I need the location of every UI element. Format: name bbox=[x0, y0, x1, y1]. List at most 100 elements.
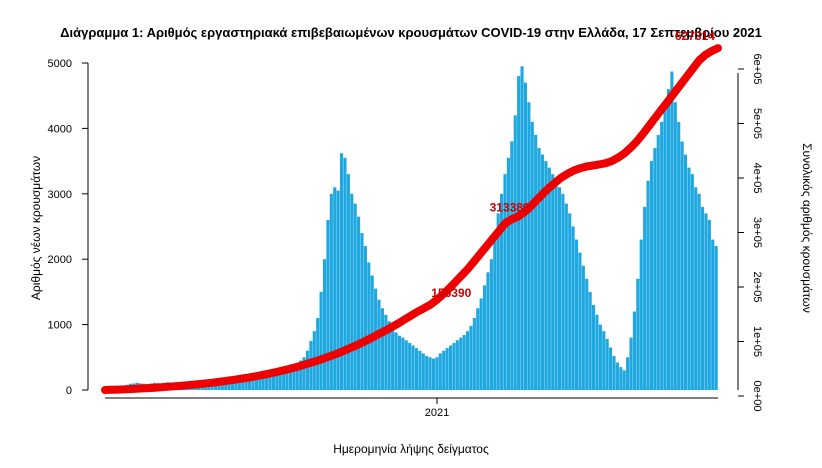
bar bbox=[425, 355, 429, 390]
bar bbox=[707, 219, 711, 390]
bar bbox=[670, 71, 674, 390]
bar bbox=[673, 102, 677, 391]
bar bbox=[241, 375, 245, 390]
bar bbox=[394, 332, 398, 390]
y-tick-right-label: 1e+05 bbox=[751, 326, 763, 357]
bar bbox=[489, 259, 493, 390]
bar bbox=[677, 121, 681, 391]
bar bbox=[629, 337, 633, 390]
bar bbox=[571, 226, 575, 390]
bar bbox=[609, 347, 613, 390]
bar bbox=[653, 148, 657, 390]
bar bbox=[237, 376, 241, 390]
y-tick-right-label: 2e+05 bbox=[751, 272, 763, 303]
bar bbox=[564, 203, 568, 390]
bar bbox=[510, 141, 514, 390]
bar bbox=[435, 357, 439, 390]
bar bbox=[384, 314, 388, 390]
bar bbox=[588, 291, 592, 390]
bar bbox=[329, 193, 333, 390]
bar bbox=[527, 102, 531, 391]
bar bbox=[288, 365, 293, 390]
x-axis-label: Ημερομηνία λήψης δείγματος bbox=[333, 442, 489, 456]
bar bbox=[639, 239, 643, 390]
bar bbox=[244, 374, 248, 390]
bar bbox=[578, 252, 582, 390]
bar bbox=[476, 308, 480, 390]
bar bbox=[687, 167, 691, 390]
bar bbox=[278, 368, 282, 390]
bar bbox=[465, 331, 470, 390]
bar bbox=[363, 246, 367, 390]
bar bbox=[326, 219, 330, 390]
bar bbox=[462, 335, 466, 390]
bar bbox=[581, 265, 585, 390]
y-tick-right-label: 6e+05 bbox=[751, 54, 763, 85]
bar bbox=[605, 338, 609, 390]
bar bbox=[636, 278, 640, 390]
bar bbox=[275, 369, 279, 390]
y-tick-right-label: 0e+00 bbox=[751, 381, 763, 412]
bar bbox=[557, 187, 562, 390]
bar bbox=[336, 190, 340, 390]
bar bbox=[493, 239, 497, 390]
bar bbox=[534, 134, 538, 390]
bar bbox=[694, 187, 698, 390]
bar bbox=[711, 239, 715, 390]
axes: 0 1000 2000 3000 4000 5000 0e+00 1e+05 2e+05 3e+0… bbox=[48, 54, 763, 419]
bar bbox=[656, 134, 660, 390]
bar bbox=[285, 367, 289, 390]
bar bbox=[568, 213, 572, 390]
bar bbox=[666, 89, 671, 390]
bar-series bbox=[105, 66, 718, 391]
bar bbox=[649, 161, 654, 390]
bar bbox=[282, 367, 286, 390]
bar bbox=[646, 180, 650, 390]
bar bbox=[469, 325, 473, 390]
bar bbox=[585, 278, 589, 390]
y-tick-left-label: 5000 bbox=[48, 58, 72, 70]
bar bbox=[370, 275, 374, 390]
cumulative-line bbox=[101, 44, 722, 394]
y-axis-left-label: Αριθμός νέων κρουσμάτων bbox=[29, 156, 43, 300]
bar bbox=[438, 353, 442, 390]
bar bbox=[343, 157, 347, 390]
bar bbox=[418, 350, 422, 390]
bar bbox=[595, 314, 599, 390]
bar bbox=[408, 342, 412, 390]
bar bbox=[350, 193, 354, 390]
bar bbox=[506, 157, 510, 390]
bar bbox=[414, 348, 419, 390]
bar bbox=[367, 262, 371, 390]
bar bbox=[397, 335, 402, 390]
bar bbox=[697, 193, 701, 390]
bar bbox=[503, 174, 507, 390]
bar bbox=[704, 213, 708, 390]
bar bbox=[619, 367, 623, 390]
bar bbox=[680, 141, 684, 390]
chart-title: Διάγραμμα 1: Αριθμός εργαστηριακά επιβεβ… bbox=[60, 25, 762, 40]
bar bbox=[295, 363, 299, 390]
y-tick-left-label: 3000 bbox=[48, 189, 72, 201]
bar bbox=[333, 187, 337, 390]
bar bbox=[479, 298, 483, 390]
bar bbox=[391, 327, 395, 390]
bar bbox=[251, 373, 255, 390]
y-tick-left-label: 0 bbox=[66, 385, 72, 397]
bar bbox=[261, 371, 265, 390]
x-tick-label: 2021 bbox=[425, 407, 449, 419]
bar bbox=[615, 362, 619, 390]
bar bbox=[598, 324, 602, 390]
cumulative-annotation: 156390 bbox=[431, 286, 471, 300]
bar bbox=[268, 370, 272, 390]
bar bbox=[316, 318, 320, 390]
bar bbox=[452, 342, 456, 390]
bar bbox=[683, 154, 688, 390]
bar bbox=[459, 337, 463, 390]
bar bbox=[496, 213, 500, 390]
bar bbox=[380, 308, 384, 390]
bar bbox=[663, 108, 667, 390]
y-tick-left-label: 1000 bbox=[48, 320, 72, 332]
bar bbox=[612, 355, 616, 390]
